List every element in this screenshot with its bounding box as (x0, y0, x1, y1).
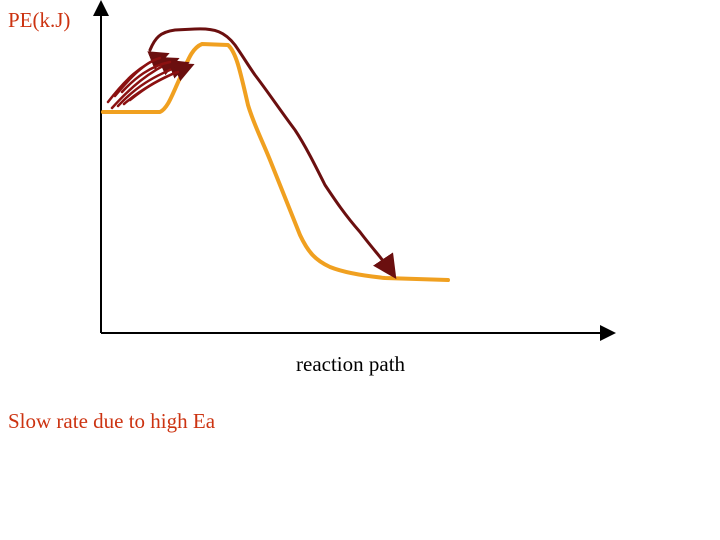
caption: Slow rate due to high Ea (8, 409, 216, 433)
catalyzed-curve (101, 42, 450, 282)
collision-arrows (106, 51, 195, 110)
y-axis-label: PE(k.J) (8, 8, 71, 32)
x-axis-label: reaction path (296, 352, 406, 376)
uncatalyzed-curve (148, 27, 397, 279)
